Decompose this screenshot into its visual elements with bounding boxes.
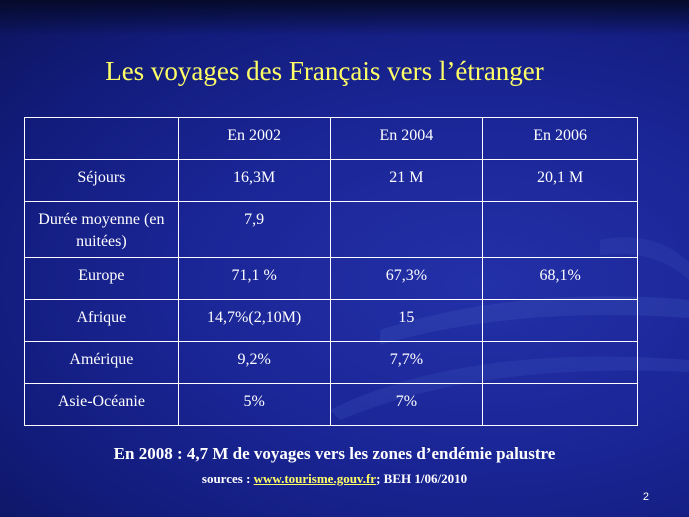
table-cell: 5%: [177, 383, 331, 426]
table-cell: [482, 299, 638, 342]
footer-note: En 2008 : 4,7 M de voyages vers les zone…: [113, 444, 556, 463]
table-cell: [482, 341, 638, 384]
table-cell: 7,9: [177, 201, 331, 258]
table-header-row: En 2002 En 2004 En 2006: [24, 117, 638, 160]
table-cell: 20,1 M: [482, 159, 638, 202]
row-label: Asie-Océanie: [24, 383, 179, 426]
page-number: 2: [642, 491, 649, 503]
table-cell: 67,3%: [329, 257, 484, 300]
table-cell: [482, 201, 638, 258]
table-row: Durée moyenne (en nuitées) 7,9: [24, 201, 638, 258]
table-row: Europe 71,1 % 67,3% 68,1%: [24, 257, 638, 300]
row-label: Durée moyenne (en nuitées): [24, 201, 179, 258]
table-header-cell: En 2002: [177, 117, 331, 160]
row-label: Afrique: [24, 299, 179, 342]
sources-prefix: sources :: [201, 471, 254, 486]
sources-suffix: ; BEH 1/06/2010: [376, 471, 468, 486]
table-header-cell: [24, 117, 179, 160]
table-row: Afrique 14,7%(2,10M) 15: [24, 299, 638, 342]
table-cell: [482, 383, 638, 426]
row-label: Europe: [24, 257, 179, 300]
table-cell: 21 M: [329, 159, 484, 202]
top-shade: [0, 0, 689, 36]
table-row: Asie-Océanie 5% 7%: [24, 383, 638, 426]
table-header-cell: En 2006: [482, 117, 638, 160]
table-cell: [329, 201, 484, 258]
table-row: Amérique 9,2% 7,7%: [24, 341, 638, 384]
row-label: Amérique: [24, 341, 179, 384]
table-cell: 71,1 %: [177, 257, 331, 300]
table-cell: 7%: [329, 383, 484, 426]
table-cell: 15: [329, 299, 484, 342]
sources-line: sources : www.tourisme.gouv.fr; BEH 1/06…: [0, 470, 689, 488]
row-label: Séjours: [24, 159, 179, 202]
table-cell: 14,7%(2,10M): [177, 299, 331, 342]
slide-title: Les voyages des Français vers l’étranger: [105, 56, 544, 86]
table-cell: 7,7%: [329, 341, 484, 384]
table-cell: 9,2%: [177, 341, 331, 384]
sources-link[interactable]: www.tourisme.gouv.fr: [253, 471, 377, 486]
table-row: Séjours 16,3M 21 M 20,1 M: [24, 159, 638, 202]
table-cell: 16,3M: [177, 159, 331, 202]
table-cell: 68,1%: [482, 257, 638, 300]
travel-stats-table: En 2002 En 2004 En 2006 Séjours 16,3M 21…: [24, 117, 638, 426]
table-header-cell: En 2004: [329, 117, 484, 160]
